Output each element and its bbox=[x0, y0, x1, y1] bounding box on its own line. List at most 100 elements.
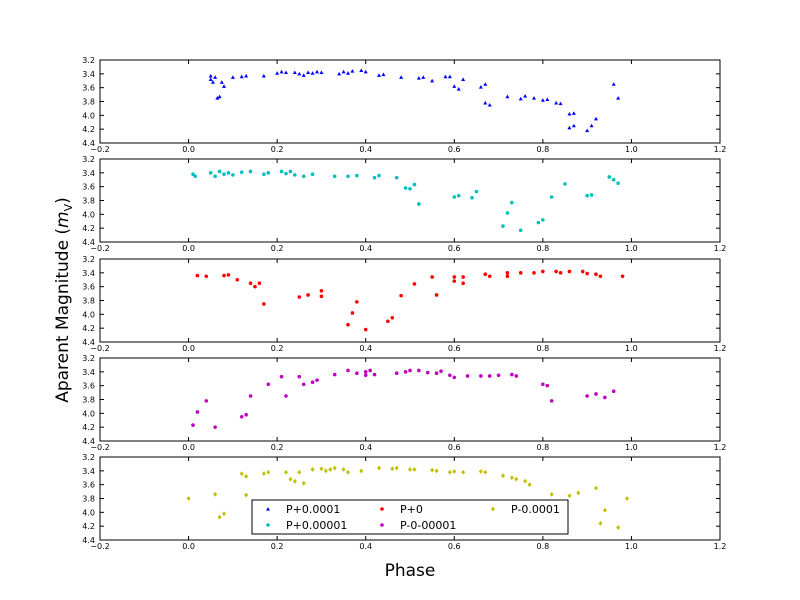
data-point bbox=[558, 271, 563, 275]
data-point bbox=[421, 75, 426, 79]
data-point bbox=[297, 71, 302, 76]
data-point bbox=[386, 319, 390, 324]
data-point bbox=[372, 372, 377, 377]
data-point bbox=[310, 71, 315, 75]
data-point bbox=[266, 382, 271, 387]
y-tick-label: 3.6 bbox=[82, 183, 95, 192]
data-point bbox=[452, 84, 457, 88]
data-point bbox=[585, 394, 589, 398]
data-point bbox=[394, 465, 399, 471]
data-point bbox=[319, 466, 324, 472]
data-point bbox=[478, 469, 483, 474]
y-tick-label: 4.0 bbox=[82, 310, 95, 319]
data-point bbox=[390, 466, 395, 472]
y-axis-title-math: m bbox=[53, 211, 73, 228]
data-point bbox=[607, 175, 612, 179]
data-point bbox=[408, 368, 412, 373]
data-point bbox=[213, 174, 217, 179]
x-tick-label: −0.2 bbox=[90, 443, 109, 452]
data-point bbox=[248, 281, 253, 286]
x-tick-label: −0.2 bbox=[90, 145, 109, 154]
x-tick-label: 0.8 bbox=[536, 443, 549, 452]
data-point bbox=[571, 111, 576, 115]
y-tick-label: 3.6 bbox=[82, 481, 95, 490]
data-point bbox=[368, 368, 372, 373]
data-point bbox=[505, 94, 510, 99]
y-tick-label: 4.4 bbox=[82, 238, 95, 247]
legend-label: P+0.00001 bbox=[286, 519, 347, 532]
data-point bbox=[541, 382, 545, 387]
data-point bbox=[399, 75, 404, 79]
data-point bbox=[341, 467, 346, 472]
data-point bbox=[297, 295, 302, 299]
data-point bbox=[213, 425, 217, 429]
legend-marker bbox=[380, 507, 384, 511]
data-point bbox=[346, 469, 350, 475]
plot-frame bbox=[99, 59, 721, 144]
data-point bbox=[541, 218, 545, 222]
data-point bbox=[346, 368, 350, 373]
data-point bbox=[215, 96, 220, 100]
x-tick-label: 0.2 bbox=[271, 542, 284, 551]
data-point bbox=[363, 373, 368, 378]
x-tick-label: 0.2 bbox=[271, 145, 284, 154]
data-point bbox=[509, 475, 514, 481]
data-point bbox=[332, 174, 337, 179]
y-tick-label: 4.4 bbox=[82, 338, 95, 347]
x-tick-label: 0.8 bbox=[536, 344, 549, 353]
y-tick-label: 4.4 bbox=[82, 437, 95, 446]
series-points bbox=[191, 368, 616, 429]
data-point bbox=[372, 175, 377, 180]
y-tick-label: 4.2 bbox=[82, 324, 95, 333]
data-point bbox=[452, 375, 457, 380]
data-point bbox=[439, 369, 443, 373]
data-point bbox=[598, 521, 603, 526]
data-point bbox=[239, 74, 244, 79]
data-point bbox=[585, 271, 589, 276]
x-tick-label: 0.0 bbox=[182, 244, 195, 253]
data-point bbox=[226, 273, 231, 277]
x-tick-label: 0.6 bbox=[448, 244, 461, 253]
data-point bbox=[222, 273, 226, 278]
data-point bbox=[306, 293, 310, 297]
data-point bbox=[235, 277, 240, 282]
data-point bbox=[461, 275, 465, 279]
data-point bbox=[363, 370, 368, 374]
y-axis-title-subscript: V bbox=[62, 203, 75, 211]
y-tick-label: 3.2 bbox=[82, 56, 95, 65]
y-tick-label: 3.2 bbox=[82, 255, 95, 264]
data-point bbox=[204, 399, 209, 403]
data-point bbox=[355, 371, 359, 376]
data-point bbox=[554, 100, 559, 105]
data-point bbox=[222, 84, 226, 88]
data-point bbox=[390, 315, 395, 320]
data-point bbox=[616, 96, 621, 100]
data-point bbox=[585, 128, 590, 133]
data-point bbox=[284, 394, 288, 398]
x-tick-label: 0.0 bbox=[182, 145, 195, 154]
y-tick-label: 4.0 bbox=[82, 111, 95, 120]
data-point bbox=[275, 71, 280, 75]
data-point bbox=[620, 274, 625, 279]
x-tick-label: 0.0 bbox=[182, 542, 195, 551]
data-point bbox=[417, 368, 421, 373]
legend-entry: P-0.0001 bbox=[491, 503, 560, 516]
data-point bbox=[567, 493, 572, 499]
data-point bbox=[377, 73, 381, 77]
data-point bbox=[434, 468, 439, 474]
data-point bbox=[244, 412, 248, 417]
x-tick-label: 0.6 bbox=[448, 344, 461, 353]
data-point bbox=[412, 182, 417, 187]
data-point bbox=[195, 273, 200, 278]
data-point bbox=[204, 274, 209, 279]
y-tick-label: 3.2 bbox=[82, 354, 95, 363]
y-tick-label: 4.2 bbox=[82, 125, 95, 134]
data-point bbox=[594, 116, 598, 121]
data-point bbox=[292, 478, 297, 484]
data-point bbox=[381, 72, 386, 77]
data-point bbox=[315, 378, 319, 382]
x-tick-label: 1.2 bbox=[714, 244, 727, 253]
x-tick-label: 0.0 bbox=[182, 443, 195, 452]
data-point bbox=[208, 77, 213, 81]
data-point bbox=[219, 80, 224, 84]
